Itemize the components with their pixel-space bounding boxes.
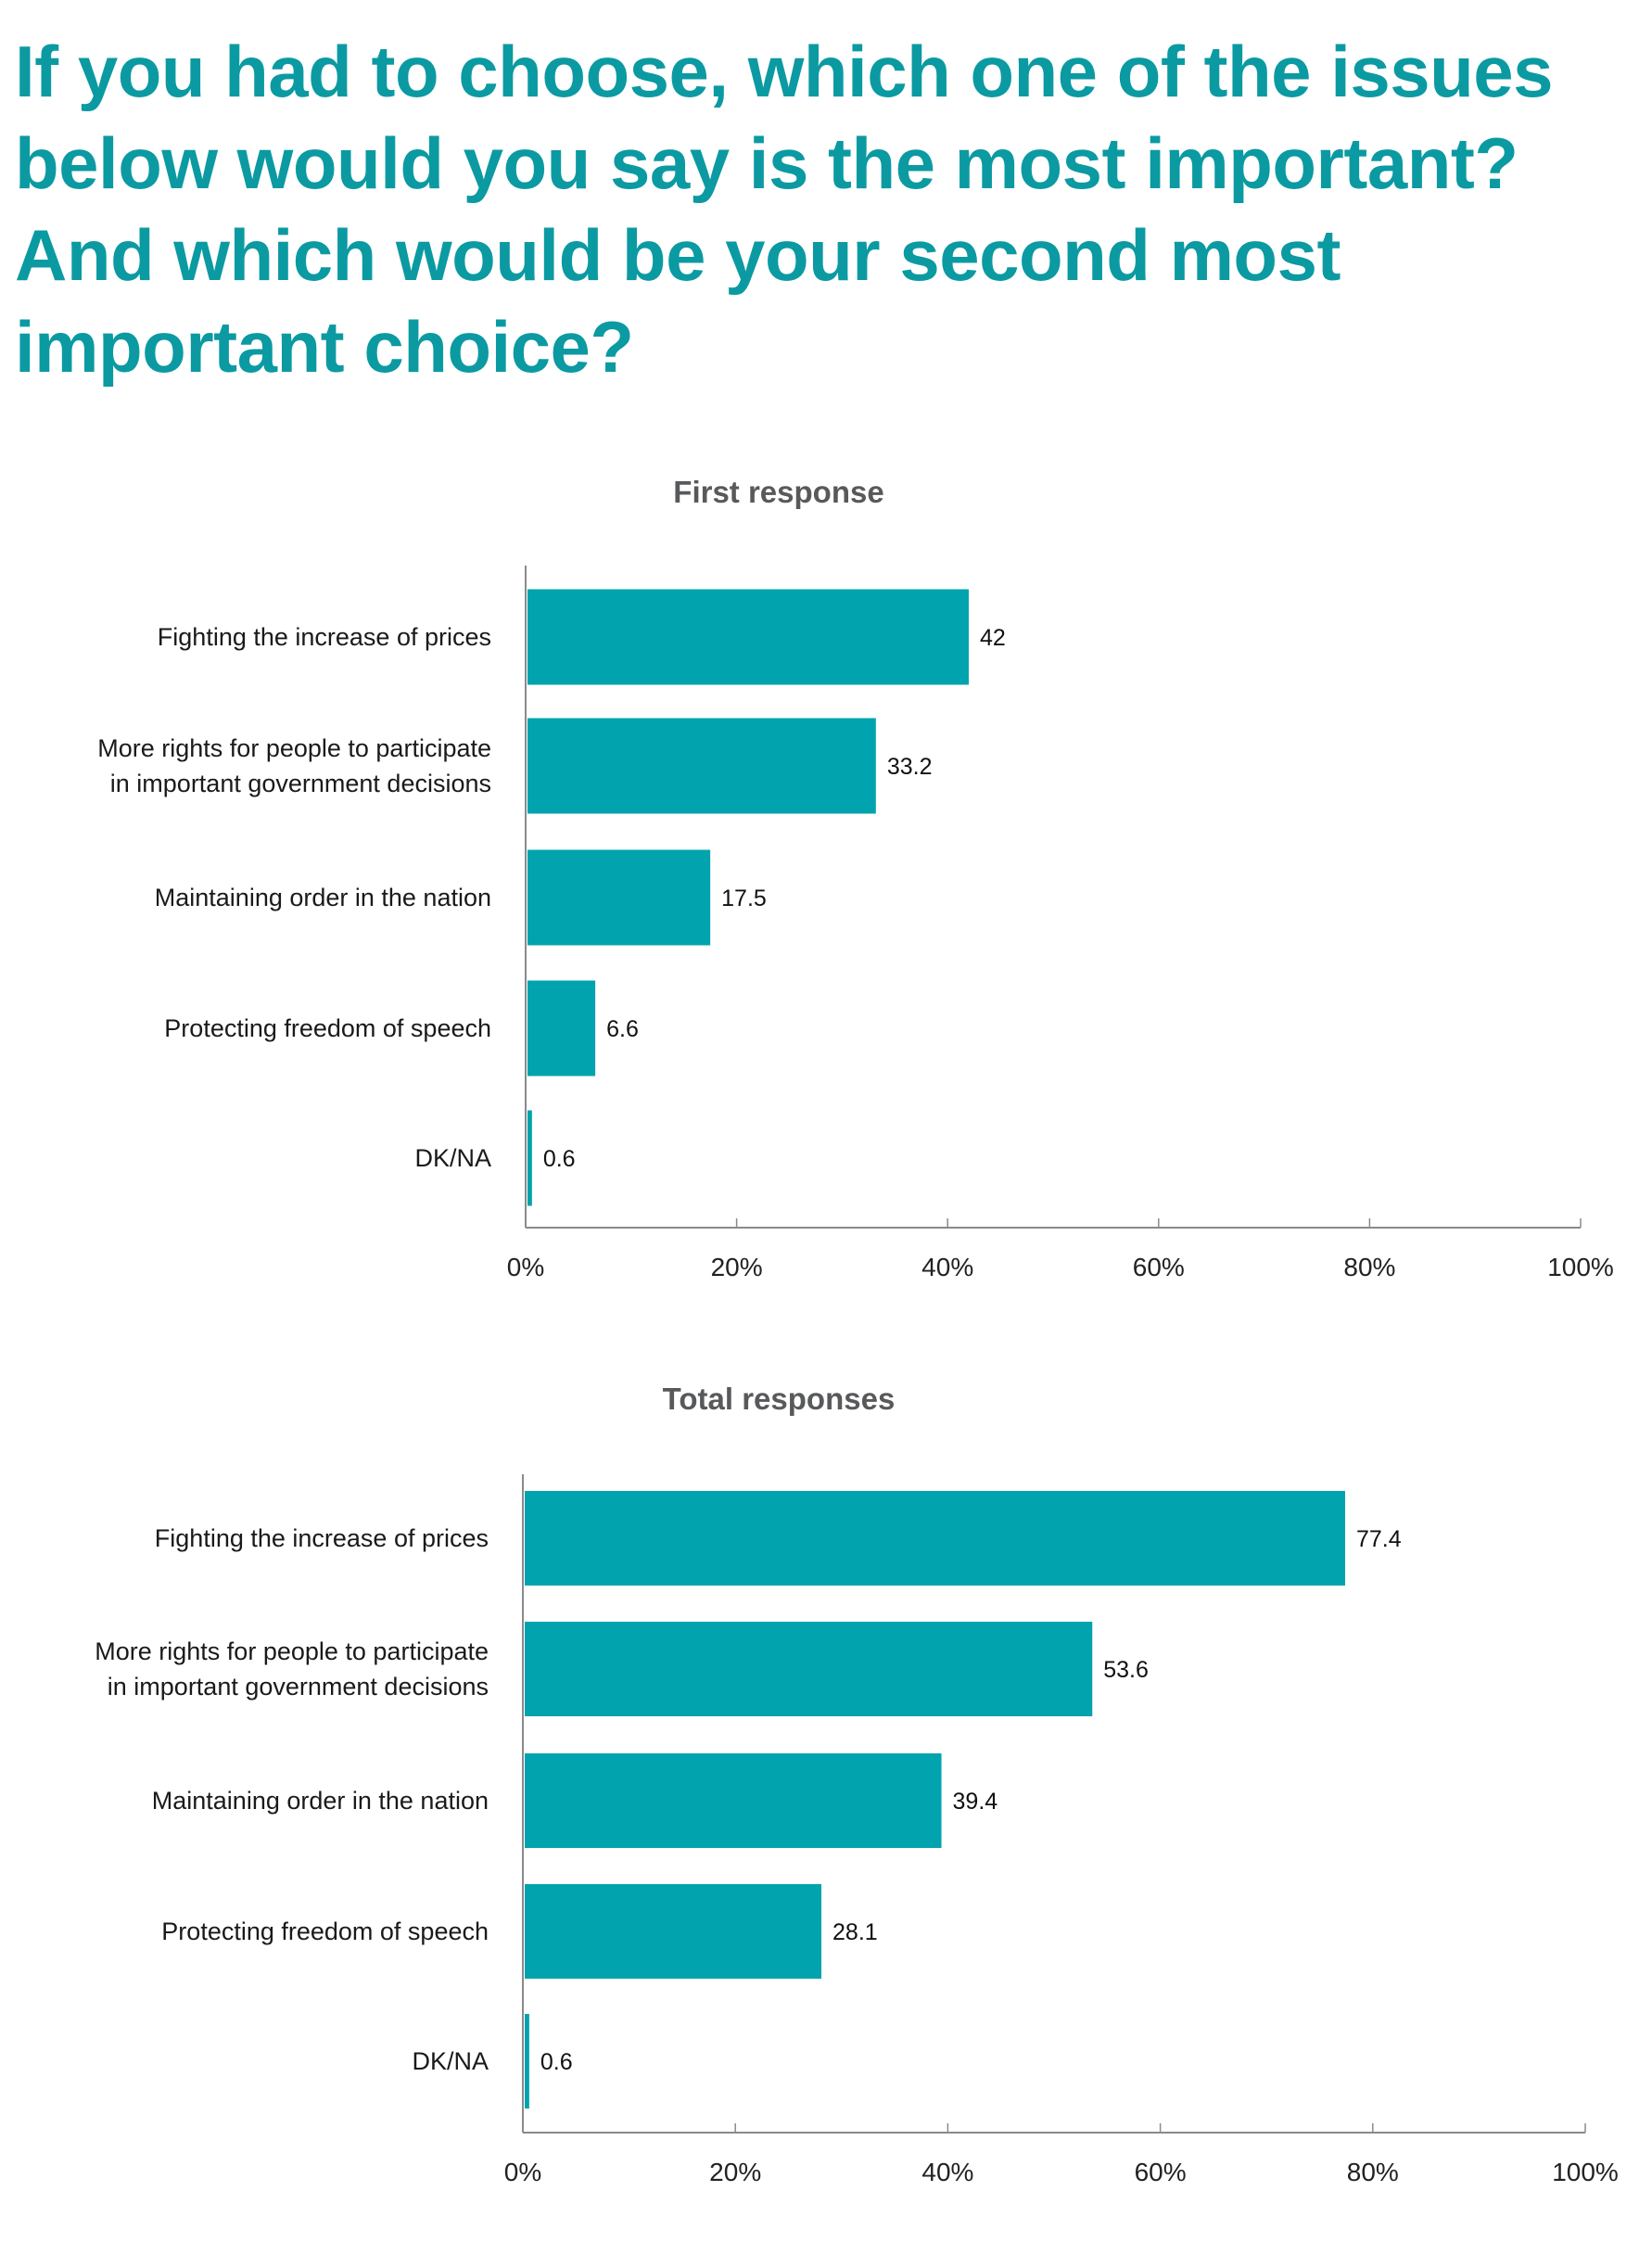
x-tick-label: 0%	[504, 2158, 541, 2186]
bar	[525, 2014, 529, 2108]
category-label: in important government decisions	[108, 1673, 489, 1701]
x-tick-label: 80%	[1343, 1253, 1395, 1281]
bar	[527, 980, 596, 1077]
bar	[527, 1110, 532, 1206]
category-label: Maintaining order in the nation	[155, 884, 491, 911]
bar	[525, 1622, 1093, 1716]
x-tick-label: 80%	[1347, 2158, 1399, 2186]
category-label: Fighting the increase of prices	[155, 1524, 489, 1552]
category-label: Protecting freedom of speech	[164, 1014, 491, 1042]
data-label: 17.5	[721, 885, 767, 911]
data-label: 0.6	[543, 1146, 576, 1172]
category-label: Fighting the increase of prices	[158, 623, 491, 651]
page-title: If you had to choose, which one of the i…	[15, 26, 1646, 393]
x-tick-label: 20%	[709, 2158, 761, 2186]
category-label: DK/NA	[414, 1144, 491, 1172]
title-line: important choice?	[15, 306, 634, 388]
bar	[525, 1491, 1346, 1586]
x-tick-label: 40%	[921, 2158, 973, 2186]
title-line: If you had to choose, which one of the i…	[15, 31, 1554, 112]
data-label: 53.6	[1103, 1657, 1149, 1683]
bar	[527, 849, 711, 946]
category-label: Protecting freedom of speech	[161, 1917, 489, 1945]
data-label: 33.2	[887, 754, 933, 780]
chart-title-first-response: First response	[673, 475, 884, 509]
data-label: 42	[980, 625, 1006, 651]
x-tick-label: 0%	[507, 1253, 544, 1281]
title-line: below would you say is the most importan…	[15, 122, 1519, 204]
bar	[525, 1884, 822, 1979]
x-tick-label: 100%	[1552, 2158, 1619, 2186]
data-label: 28.1	[832, 1919, 878, 1945]
bar	[527, 718, 876, 814]
x-tick-label: 20%	[711, 1253, 763, 1281]
data-label: 0.6	[540, 2049, 573, 2075]
x-tick-label: 60%	[1135, 2158, 1187, 2186]
category-label: Maintaining order in the nation	[152, 1787, 489, 1815]
x-tick-label: 100%	[1547, 1253, 1614, 1281]
chart-title-total-responses: Total responses	[662, 1382, 896, 1416]
title-line: And which would be your second most	[15, 214, 1341, 296]
x-tick-label: 40%	[921, 1253, 973, 1281]
category-label: More rights for people to participate	[95, 1637, 489, 1665]
category-label: in important government decisions	[110, 770, 491, 797]
x-tick-label: 60%	[1133, 1253, 1185, 1281]
data-label: 39.4	[953, 1789, 998, 1815]
category-label: More rights for people to participate	[97, 734, 491, 762]
bar	[527, 589, 969, 685]
category-label: DK/NA	[412, 2047, 489, 2075]
data-label: 77.4	[1356, 1526, 1402, 1552]
bar	[525, 1753, 942, 1848]
data-label: 6.6	[606, 1016, 639, 1042]
first-response-chart: 42 Fighting the increase of prices 33.2 Mor…	[97, 566, 1614, 1281]
